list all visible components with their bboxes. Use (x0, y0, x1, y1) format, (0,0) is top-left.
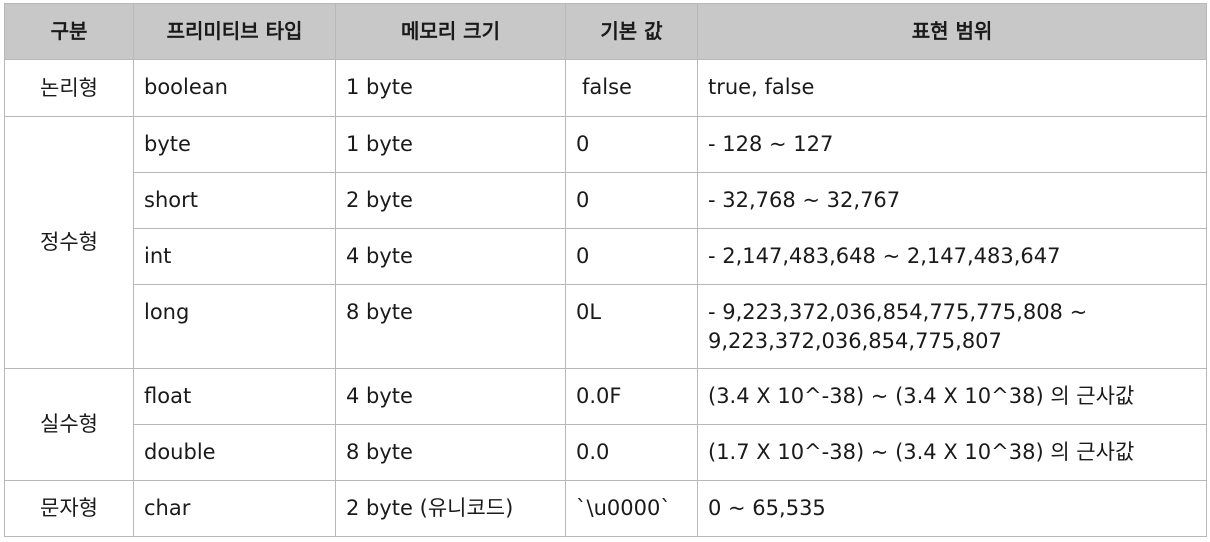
default-cell: 0 (565, 116, 698, 173)
header-row: 구분 프리미티브 타입 메모리 크기 기본 값 표현 범위 (4, 3, 1207, 60)
default-cell: `\u0000` (565, 480, 698, 537)
type-cell: char (133, 480, 336, 537)
table-row: long 8 byte 0L - 9,223,372,036,854,775,7… (5, 284, 1207, 369)
type-cell: short (133, 172, 336, 229)
size-cell: 1 byte (335, 59, 566, 117)
default-cell: 0 (565, 172, 698, 229)
default-cell: 0L (565, 284, 698, 369)
size-cell: 1 byte (335, 116, 566, 173)
range-cell: true, false (697, 59, 1207, 117)
range-cell: - 9,223,372,036,854,775,775,808 ~ 9,223,… (697, 284, 1207, 369)
header-primitive-type: 프리미티브 타입 (133, 3, 336, 60)
range-cell: (1.7 X 10^-38) ~ (3.4 X 10^38) 의 근사값 (697, 424, 1207, 481)
table-row: 문자형 char 2 byte (유니코드) `\u0000` 0 ~ 65,5… (4, 480, 1207, 537)
table-row: int 4 byte 0 - 2,147,483,648 ~ 2,147,483… (5, 228, 1207, 285)
range-cell: - 32,768 ~ 32,767 (697, 172, 1207, 229)
primitive-types-table-container: 구분 프리미티브 타입 메모리 크기 기본 값 표현 범위 논리형 boolea… (4, 3, 1207, 537)
table-row: 논리형 boolean 1 byte false true, false (4, 59, 1207, 117)
category-cell-floating: 실수형 (4, 368, 134, 481)
header-memory-size: 메모리 크기 (335, 3, 566, 60)
category-cell-integer: 정수형 (4, 116, 134, 369)
size-cell: 4 byte (335, 228, 566, 285)
type-cell: long (133, 284, 336, 369)
size-cell: 2 byte (335, 172, 566, 229)
table-row: short 2 byte 0 - 32,768 ~ 32,767 (5, 172, 1207, 229)
table-row: 정수형 byte 1 byte 0 - 128 ~ 127 (4, 116, 1207, 369)
type-cell: double (133, 424, 336, 481)
default-cell: 0.0F (565, 368, 698, 425)
default-cell: false (565, 59, 698, 117)
default-cell: 0 (565, 228, 698, 285)
range-cell: - 2,147,483,648 ~ 2,147,483,647 (697, 228, 1207, 285)
range-cell: - 128 ~ 127 (697, 116, 1207, 173)
type-cell: byte (133, 116, 336, 173)
header-default-value: 기본 값 (565, 3, 698, 60)
default-cell: 0.0 (565, 424, 698, 481)
range-line-1: - 9,223,372,036,854,775,775,808 ~ (708, 300, 1088, 324)
range-cell: (3.4 X 10^-38) ~ (3.4 X 10^38) 의 근사값 (697, 368, 1207, 425)
category-cell-logical: 논리형 (4, 59, 134, 117)
table-row: double 8 byte 0.0 (1.7 X 10^-38) ~ (3.4 … (5, 424, 1207, 481)
header-range: 표현 범위 (697, 3, 1207, 60)
table-row: 실수형 float 4 byte 0.0F (3.4 X 10^-38) ~ (… (4, 368, 1207, 481)
range-cell: 0 ~ 65,535 (697, 480, 1207, 537)
size-cell: 8 byte (335, 424, 566, 481)
type-cell: boolean (133, 59, 336, 117)
size-cell: 4 byte (335, 368, 566, 425)
header-category: 구분 (4, 3, 134, 60)
category-cell-character: 문자형 (4, 480, 134, 537)
size-cell: 2 byte (유니코드) (335, 480, 566, 537)
size-cell: 8 byte (335, 284, 566, 369)
type-cell: int (133, 228, 336, 285)
range-line-2: 9,223,372,036,854,775,807 (708, 329, 1002, 353)
type-cell: float (133, 368, 336, 425)
primitive-types-table: 구분 프리미티브 타입 메모리 크기 기본 값 표현 범위 논리형 boolea… (4, 3, 1207, 537)
